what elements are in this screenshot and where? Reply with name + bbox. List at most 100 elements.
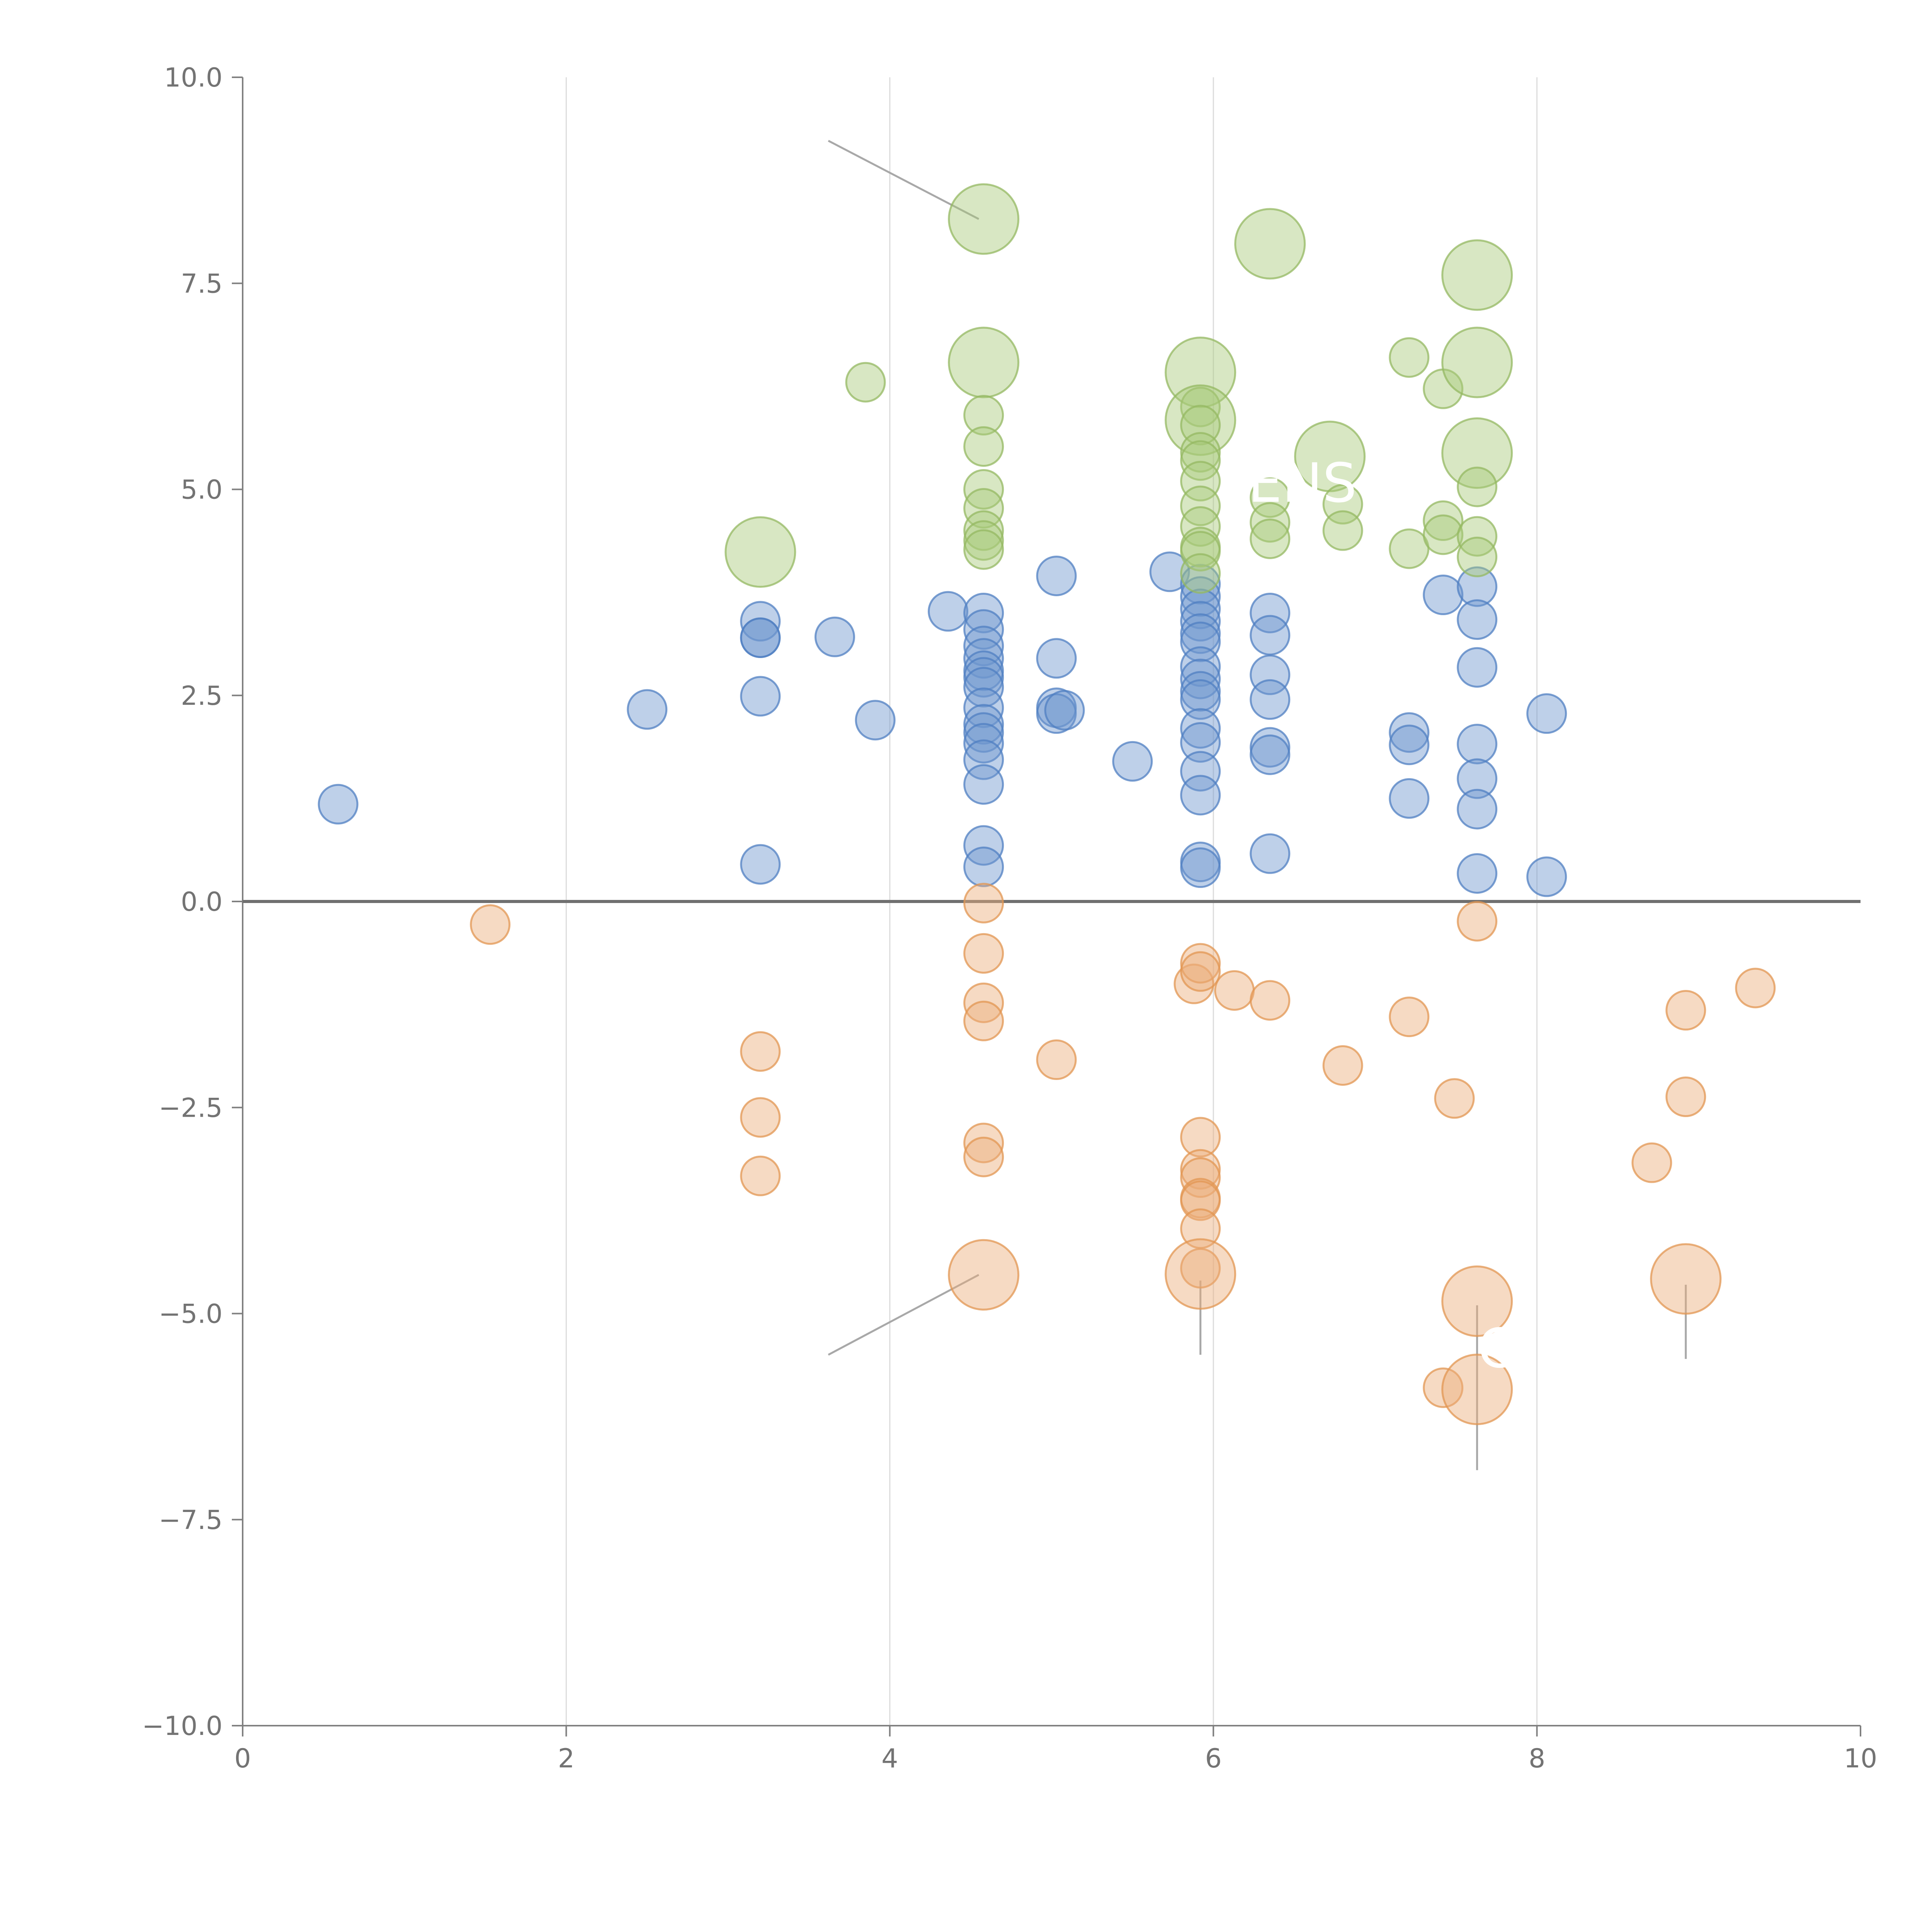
y-tick-label: −10.0 (142, 1711, 223, 1742)
blue-bubble (963, 592, 1004, 633)
green-bubble (1322, 510, 1363, 551)
blue-bubble (1044, 690, 1085, 731)
blue-bubble (627, 689, 668, 730)
green-bubble (845, 362, 886, 403)
green-bubble (963, 426, 1004, 467)
x-tick-label: 0 (234, 1743, 251, 1774)
orange-bubble (1180, 1117, 1221, 1158)
blue-bubble (963, 739, 1004, 780)
green-bubble (1389, 337, 1430, 378)
orange-bubble (740, 1097, 781, 1138)
blue-bubble (1180, 671, 1221, 712)
orange-bubble (1631, 1142, 1672, 1183)
blue-bubble (855, 700, 896, 741)
blue-bubble (928, 591, 969, 632)
blue-bubble (318, 784, 359, 825)
blue-bubble (1423, 575, 1464, 616)
y-tick-label: −7.5 (159, 1505, 223, 1536)
orange-bubble (740, 1031, 781, 1072)
blue-bubble (1180, 708, 1221, 749)
green-bubble (963, 395, 1004, 436)
blue-bubble (1180, 679, 1221, 720)
blue-bubble (963, 825, 1004, 866)
orange-bubble (1180, 1157, 1221, 1198)
green-bubble (1457, 536, 1498, 577)
blue-bubble (1457, 853, 1498, 894)
orange-bubble (470, 904, 511, 945)
blue-bubble (1250, 592, 1291, 633)
orange-bubble (1434, 1078, 1475, 1119)
orange-bubble (1214, 970, 1255, 1011)
orange-bubble (963, 1136, 1004, 1177)
orange-bubble (1322, 1045, 1363, 1086)
blue-bubble (814, 616, 855, 657)
green-bubble (1180, 386, 1221, 427)
green-bubble (948, 183, 1020, 255)
orange-bubble (1735, 968, 1776, 1009)
blue-bubble (963, 687, 1004, 728)
y-tick-label: 5.0 (181, 475, 223, 505)
orange-bubble (1665, 1077, 1706, 1117)
green-bubble (1389, 528, 1430, 569)
orange-bubble (1441, 1354, 1513, 1425)
blue-bubble (1250, 833, 1291, 874)
y-tick-label: 0.0 (181, 887, 223, 917)
green-bubble (1441, 417, 1513, 489)
blue-bubble (1250, 679, 1291, 720)
blue-bubble (963, 609, 1004, 650)
blue-bubble (963, 764, 1004, 805)
orange-bubble (963, 1122, 1004, 1163)
axes: 0 2 4 6 8 10 10.0 7.5 5.0 2.5 0.0 −2.5 −5.0 −7.5 −10.0 (142, 63, 1878, 1774)
orange-bubble (948, 1239, 1020, 1311)
y-tick-label: 2.5 (181, 681, 223, 711)
green-bubble (724, 516, 796, 588)
blue-bubble (1112, 741, 1153, 782)
blue-bubble (740, 676, 781, 717)
green-bubble (1180, 440, 1221, 481)
blue-bubble (963, 723, 1004, 764)
blue-bubble (1036, 638, 1077, 679)
blue-bubble (1180, 658, 1221, 699)
blue-bubble (1389, 778, 1430, 819)
blue-bubble (1180, 576, 1221, 617)
blue-bubble (740, 601, 781, 642)
annotation-label: ENS (1248, 452, 1357, 515)
orange-bubble (963, 1000, 1004, 1041)
blue-bubble (1180, 722, 1221, 763)
blue-bubble (963, 846, 1004, 887)
orange-bubble (963, 883, 1004, 923)
green-bubble (1234, 208, 1306, 280)
x-tick-label: 8 (1529, 1743, 1545, 1774)
blue-bubble (1457, 758, 1498, 799)
blue-bubble (1180, 775, 1221, 816)
y-tick-label: 10.0 (164, 63, 223, 93)
x-tick-label: 2 (558, 1743, 575, 1774)
blue-bubble (1149, 551, 1190, 592)
blue-bubble (1180, 621, 1221, 662)
green-bubble (1250, 518, 1291, 559)
orange-bubble (963, 933, 1004, 974)
blue-bubble (1457, 724, 1498, 765)
blue-bubble (963, 667, 1004, 707)
green-bubble (963, 520, 1004, 561)
green-bubble (1250, 502, 1291, 543)
y-tick-label: 7.5 (181, 269, 223, 299)
orange-bubble (1665, 990, 1706, 1031)
annotation-label: C (1478, 1317, 1515, 1380)
green-bubble (948, 327, 1020, 398)
green-bubble (1250, 477, 1291, 518)
orange-bubble (1180, 951, 1221, 992)
green-bubble (1423, 514, 1464, 555)
green-bubble (1165, 384, 1236, 456)
orange-bubble (1180, 1180, 1221, 1221)
blue-bubble (1180, 751, 1221, 792)
green-bubble (1180, 485, 1221, 526)
green-bubble (963, 529, 1004, 570)
orange-bubble (1180, 1248, 1221, 1289)
blue-bubble (1526, 693, 1567, 734)
blue-bubble (1457, 647, 1498, 688)
blue-bubble (1180, 613, 1221, 654)
orange-bubble (740, 1155, 781, 1196)
orange-bubble (1441, 1265, 1513, 1337)
